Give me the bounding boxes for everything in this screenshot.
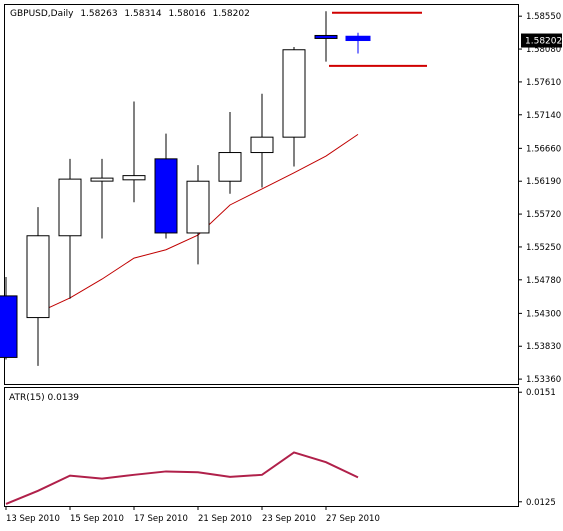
candle[interactable] bbox=[282, 46, 306, 167]
atr-line bbox=[5, 451, 359, 505]
candle[interactable] bbox=[314, 11, 338, 62]
date-tick-label: 21 Sep 2010 bbox=[198, 514, 252, 524]
date-tick-label: 13 Sep 2010 bbox=[6, 514, 60, 524]
price-axis: 1.58550 1.58080 1.57610 1.57140 1.56660 1.561… bbox=[518, 12, 561, 385]
candle-body bbox=[58, 178, 82, 237]
candle-body bbox=[314, 34, 338, 39]
price-tick-label: 1.53830 bbox=[526, 342, 561, 352]
candle[interactable] bbox=[26, 207, 50, 366]
candle[interactable] bbox=[186, 165, 210, 265]
atr-tick-label: 0.0151 bbox=[526, 388, 556, 398]
candle-body bbox=[345, 35, 371, 42]
atr-label: ATR(15) 0.0139 bbox=[9, 393, 79, 403]
candle-body bbox=[282, 49, 306, 138]
atr-line-layer bbox=[5, 451, 359, 505]
candle[interactable] bbox=[218, 111, 242, 194]
candle-body bbox=[90, 177, 114, 182]
date-tick-label: 15 Sep 2010 bbox=[70, 514, 124, 524]
ohlc-low: 1.58016 bbox=[169, 9, 206, 19]
date-axis: 13 Sep 2010 15 Sep 2010 17 Sep 2010 21 Sep … bbox=[5, 506, 380, 524]
candle[interactable] bbox=[345, 32, 371, 54]
candle[interactable] bbox=[90, 158, 114, 239]
price-tick-label: 1.56190 bbox=[526, 177, 561, 187]
price-tick-label: 1.54780 bbox=[526, 276, 561, 286]
atr-axis: 0.0151 0.0125 bbox=[518, 388, 556, 508]
candle[interactable] bbox=[250, 93, 274, 188]
symbol-header: GBPUSD,Daily 1.58263 1.58314 1.58016 1.5… bbox=[10, 9, 250, 19]
candle[interactable] bbox=[154, 133, 178, 239]
candle[interactable] bbox=[0, 277, 18, 360]
candles-layer[interactable] bbox=[0, 11, 371, 366]
atr-tick-label: 0.0125 bbox=[526, 498, 556, 508]
candle[interactable] bbox=[58, 158, 82, 299]
price-tick-label: 1.58550 bbox=[526, 12, 561, 22]
level-lines-layer[interactable] bbox=[329, 11, 427, 67]
price-tick-label: 1.56660 bbox=[526, 144, 561, 154]
ohlc-high: 1.58314 bbox=[124, 9, 161, 19]
candle-body bbox=[26, 235, 50, 319]
current-price-label: 1.58202 bbox=[525, 37, 562, 47]
price-tick-label: 1.53360 bbox=[526, 375, 561, 385]
price-tick-label: 1.54300 bbox=[526, 309, 561, 319]
date-tick-label: 27 Sep 2010 bbox=[326, 514, 380, 524]
date-tick-label: 23 Sep 2010 bbox=[262, 514, 316, 524]
candle-body bbox=[218, 152, 242, 182]
price-tick-label: 1.55720 bbox=[526, 210, 561, 220]
candle-body bbox=[250, 136, 274, 154]
date-tick-label: 17 Sep 2010 bbox=[134, 514, 188, 524]
price-panel-frame bbox=[4, 4, 519, 385]
candle[interactable] bbox=[122, 101, 146, 203]
current-price-marker bbox=[521, 33, 562, 48]
candle-body bbox=[186, 180, 210, 234]
candle-body bbox=[154, 158, 178, 234]
candle-body bbox=[122, 175, 146, 181]
ohlc-close: 1.58202 bbox=[213, 9, 250, 19]
price-tick-label: 1.57610 bbox=[526, 78, 561, 88]
candle-body bbox=[0, 295, 18, 358]
ohlc-open: 1.58263 bbox=[80, 9, 117, 19]
symbol-name: GBPUSD,Daily bbox=[10, 9, 74, 19]
price-tick-label: 1.57140 bbox=[526, 111, 561, 121]
price-tick-label: 1.58080 bbox=[526, 45, 561, 55]
price-tick-label: 1.55250 bbox=[526, 243, 561, 253]
